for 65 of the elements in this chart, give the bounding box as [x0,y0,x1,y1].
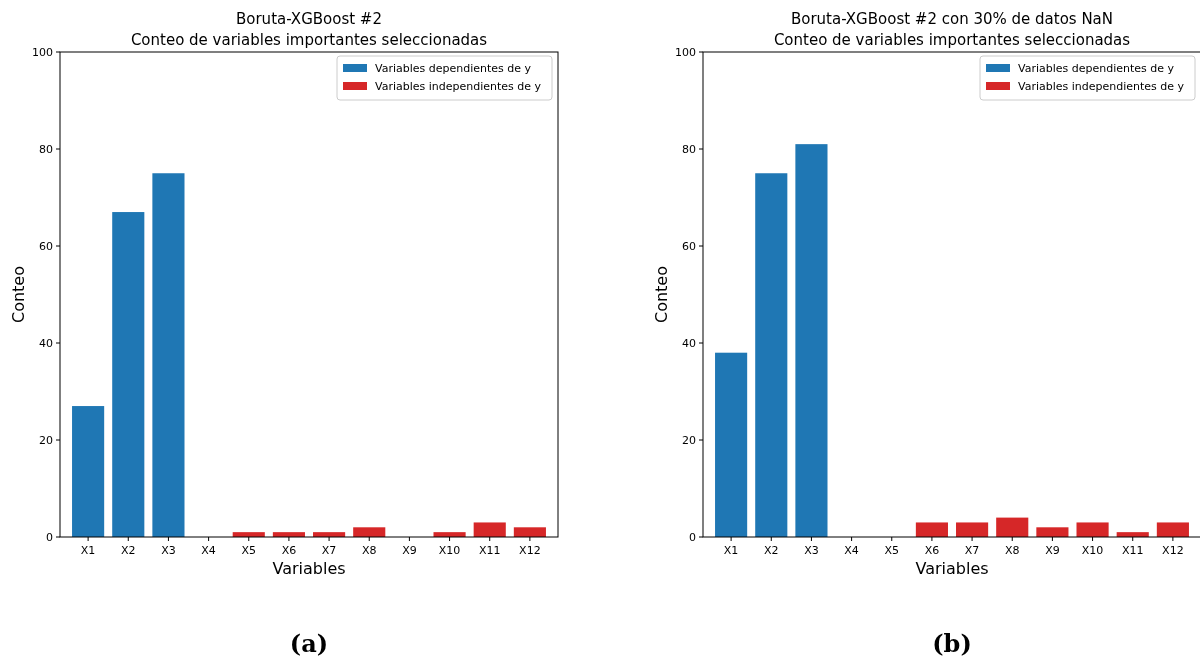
bar [956,522,989,537]
y-tick-label: 20 [39,433,53,447]
legend-label: Variables dependientes de y [1018,61,1175,75]
y-tick-label: 40 [39,336,53,350]
x-tick-label: X8 [1004,544,1020,557]
x-tick-label: X11 [1121,544,1144,557]
bar [72,406,105,537]
x-axis-title: Variables [272,559,346,578]
x-tick-label: X11 [478,544,501,557]
y-axis-title: Conteo [652,265,671,324]
bar [353,527,386,537]
text: (b) [932,629,972,658]
bar [755,173,788,537]
y-tick-label: 100 [675,45,696,59]
x-tick-label: X9 [402,544,417,557]
y-tick-label: 60 [39,239,53,253]
bar [1156,522,1189,537]
bar [513,527,546,537]
bar [715,352,748,537]
bar [112,212,145,537]
x-tick-label: X9 [1045,544,1060,557]
x-tick-label: X3 [161,544,176,557]
y-axis-title: Conteo [9,265,28,324]
x-tick-label: X5 [241,544,257,557]
bar [1036,527,1069,537]
bar [795,144,828,537]
legend-label: Variables independientes de y [1018,79,1185,93]
bar [473,522,506,537]
bar [1076,522,1109,537]
x-tick-label: X4 [844,544,859,557]
x-tick-label: X10 [1081,544,1104,557]
y-tick-label: 80 [682,142,696,156]
legend-label: Variables dependientes de y [375,61,532,75]
y-tick-label: 0 [689,530,696,544]
y-tick-label: 100 [32,45,53,59]
bar [996,517,1029,537]
x-tick-label: X12 [519,544,541,557]
x-tick-label: X6 [924,544,940,557]
chart-title: Boruta-XGBoost #2 [235,10,383,28]
bar [152,173,185,537]
chart-title: Boruta-XGBoost #2 con 30% de datos NaN [790,10,1114,28]
x-tick-label: X2 [121,544,136,557]
y-tick-label: 0 [46,530,53,544]
y-tick-label: 20 [682,433,696,447]
x-tick-label: X1 [80,544,96,557]
x-tick-label: X7 [964,544,980,557]
text: (a) [289,629,329,658]
x-axis-title: Variables [915,559,989,578]
x-tick-label: X6 [281,544,297,557]
chart-subtitle: Conteo de variables importantes seleccionadas [130,31,488,49]
chart-subtitle: Conteo de variables importantes seleccionadas [773,31,1131,49]
x-tick-label: X8 [361,544,377,557]
y-tick-label: 80 [39,142,53,156]
x-tick-label: X3 [804,544,819,557]
y-tick-label: 40 [682,336,696,350]
x-tick-label: X4 [201,544,216,557]
bar [915,522,948,537]
x-tick-label: X1 [723,544,739,557]
x-tick-label: X10 [438,544,461,557]
x-tick-label: X5 [884,544,900,557]
legend-label: Variables independientes de y [375,79,542,93]
x-tick-label: X2 [764,544,779,557]
x-tick-label: X7 [321,544,337,557]
y-tick-label: 60 [682,239,696,253]
x-tick-label: X12 [1162,544,1184,557]
